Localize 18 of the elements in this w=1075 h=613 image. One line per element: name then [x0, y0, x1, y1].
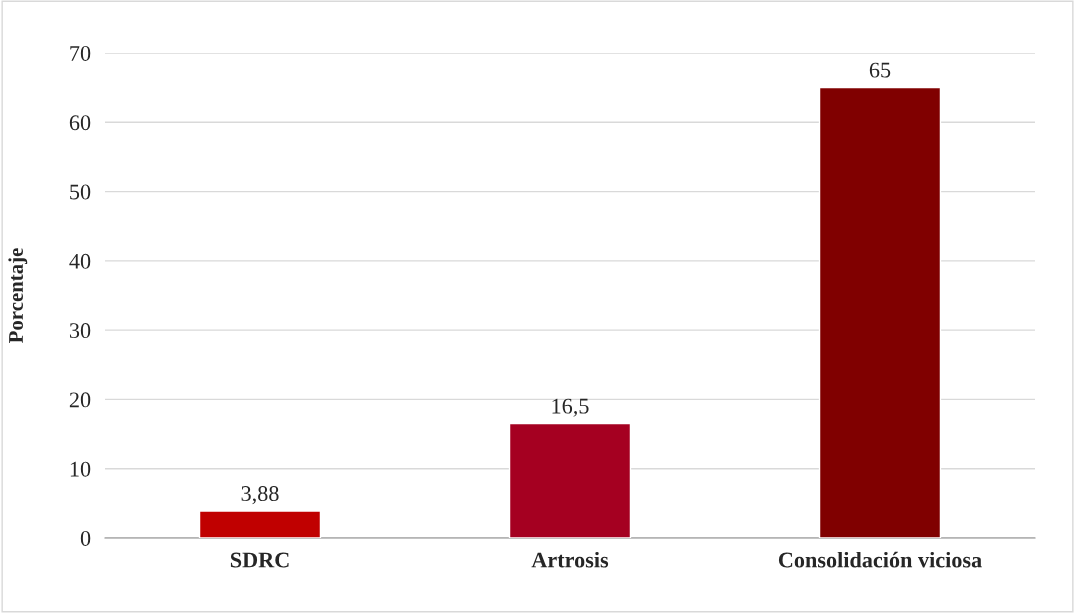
- y-tick-label: 20: [69, 392, 91, 408]
- y-tick-label: 30: [69, 323, 91, 339]
- x-tick-label: SDRC: [230, 552, 289, 568]
- y-tick-label: 0: [80, 530, 91, 546]
- x-tick-label: Artrosis: [531, 551, 609, 568]
- x-tick-label: Consolidación viciosa: [778, 551, 982, 568]
- y-tick-label: 70: [70, 45, 91, 61]
- data-label: 3,88: [241, 486, 279, 505]
- y-axis-title: Porcentaje: [8, 248, 28, 343]
- y-tick-label: 50: [70, 184, 91, 200]
- bar: [508, 422, 632, 538]
- data-label: 65: [869, 62, 891, 78]
- y-tick-label: 40: [69, 253, 91, 269]
- y-tick-label: 60: [69, 115, 91, 131]
- data-label: 16,5: [552, 398, 589, 417]
- bar: [818, 86, 942, 538]
- y-tick-label: 10: [70, 461, 91, 477]
- bar: [198, 510, 322, 538]
